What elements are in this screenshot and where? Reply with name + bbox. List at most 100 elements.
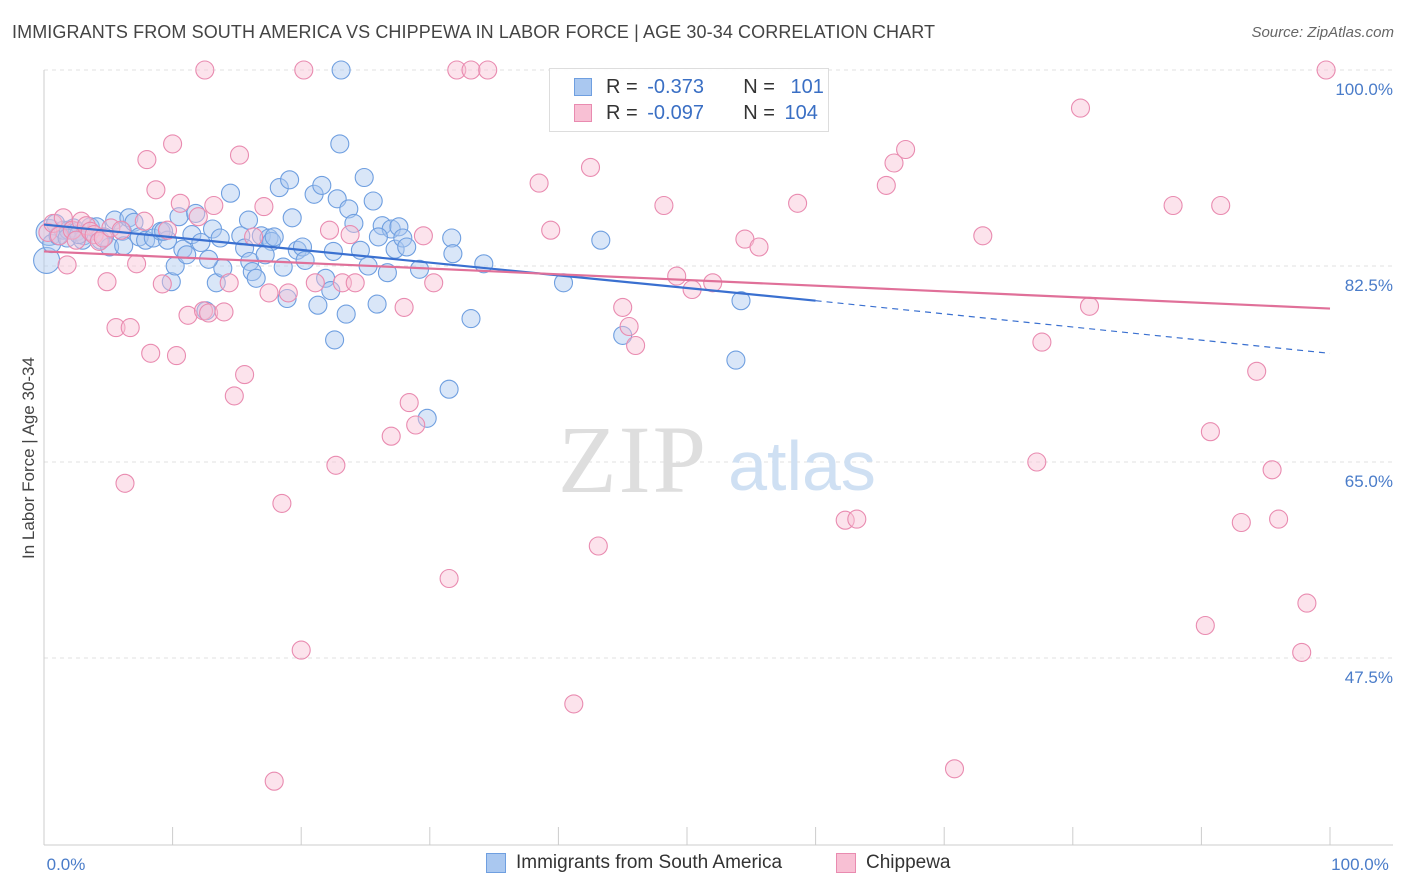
data-point — [340, 225, 360, 245]
chart-title: IMMIGRANTS FROM SOUTH AMERICA VS CHIPPEW… — [12, 22, 936, 42]
data-point — [1195, 615, 1215, 636]
data-point — [1231, 512, 1251, 533]
legend-swatch-immigrants — [574, 78, 592, 96]
watermark-atlas: atlas — [728, 427, 876, 505]
data-point — [345, 273, 365, 293]
data-point — [272, 493, 292, 513]
data-point — [339, 199, 359, 219]
stats-legend: R = -0.373 N = 101 R = -0.097 N = 104 — [549, 68, 829, 132]
data-point — [214, 302, 234, 322]
data-point — [269, 178, 289, 198]
data-point — [397, 237, 417, 257]
legend-r-value: -0.097 — [647, 101, 704, 124]
data-point — [1200, 422, 1220, 442]
data-point — [654, 195, 674, 216]
data-point — [195, 60, 215, 80]
data-point — [97, 272, 117, 292]
data-point — [111, 220, 131, 240]
data-point — [238, 210, 259, 230]
legend-r-value: -0.373 — [647, 75, 704, 98]
data-point — [219, 273, 239, 293]
data-point — [613, 297, 633, 317]
data-point — [591, 230, 611, 250]
data-point — [478, 60, 498, 80]
data-point — [146, 180, 166, 200]
trend-line-immigrants — [43, 223, 816, 302]
trend-lines — [43, 223, 1331, 354]
data-point — [354, 167, 374, 188]
data-point — [120, 318, 140, 338]
data-point — [264, 227, 284, 247]
data-point — [884, 153, 904, 173]
data-point — [876, 175, 896, 195]
data-point — [278, 283, 298, 303]
data-point — [220, 183, 241, 203]
data-point — [389, 217, 409, 237]
watermark: ZIP atlas — [558, 406, 876, 513]
legend-swatch-chippewa — [836, 853, 856, 873]
y-axis-title: In Labor Force | Age 30-34 — [19, 357, 38, 559]
legend-item-chippewa: Chippewa — [836, 852, 951, 874]
data-point — [847, 509, 867, 529]
data-point — [529, 173, 549, 193]
data-point — [188, 207, 208, 227]
data-point — [1032, 332, 1052, 352]
data-point — [259, 283, 279, 303]
data-point — [199, 303, 219, 323]
data-point — [461, 309, 481, 329]
data-point — [381, 426, 401, 446]
data-point — [367, 294, 387, 314]
tick-labels: 100.0% 82.5% 65.0% 47.5% 0.0% 100.0% — [47, 80, 1393, 874]
data-point — [312, 175, 332, 195]
data-point — [363, 191, 383, 211]
data-point — [157, 220, 178, 240]
data-point — [66, 230, 86, 250]
data-point — [447, 60, 467, 80]
data-point — [896, 139, 916, 160]
legend-label-chippewa: Chippewa — [866, 852, 951, 873]
legend-n-label: N = — [743, 101, 775, 124]
data-point — [106, 318, 126, 338]
data-point — [57, 255, 77, 275]
data-point — [1027, 452, 1047, 472]
data-point — [336, 304, 356, 324]
data-point — [291, 640, 311, 660]
data-point — [626, 335, 646, 356]
data-point — [442, 228, 462, 248]
y-tick-label: 47.5% — [1345, 668, 1393, 687]
data-point — [235, 365, 255, 385]
legend-r-label: R = — [606, 101, 638, 124]
data-point — [137, 150, 157, 170]
data-point — [295, 250, 315, 270]
data-point — [619, 316, 639, 337]
data-point — [229, 145, 250, 165]
data-point — [264, 771, 284, 791]
data-point — [1247, 361, 1267, 381]
legend-swatch-chippewa — [574, 104, 592, 122]
data-point — [731, 291, 751, 311]
data-point — [178, 305, 198, 325]
data-point — [580, 157, 601, 177]
data-point — [152, 274, 172, 294]
data-point — [204, 195, 224, 216]
data-point — [1262, 460, 1282, 480]
data-point — [424, 273, 444, 293]
data-point — [417, 408, 437, 428]
data-point — [726, 350, 746, 370]
data-point — [166, 346, 187, 366]
data-point — [1163, 195, 1183, 216]
trend-line-chippewa — [43, 250, 1331, 310]
data-point — [406, 415, 426, 435]
data-point — [1211, 195, 1231, 216]
legend-row-immigrants: R = -0.373 N = 101 — [550, 74, 824, 100]
data-point — [282, 208, 302, 228]
data-point — [368, 227, 388, 247]
x-tick-label: 0.0% — [47, 855, 86, 874]
data-point — [399, 393, 419, 413]
data-point — [703, 273, 723, 293]
data-point — [280, 170, 300, 190]
data-point — [1079, 296, 1100, 316]
data-point — [177, 245, 197, 265]
data-point — [170, 193, 190, 213]
